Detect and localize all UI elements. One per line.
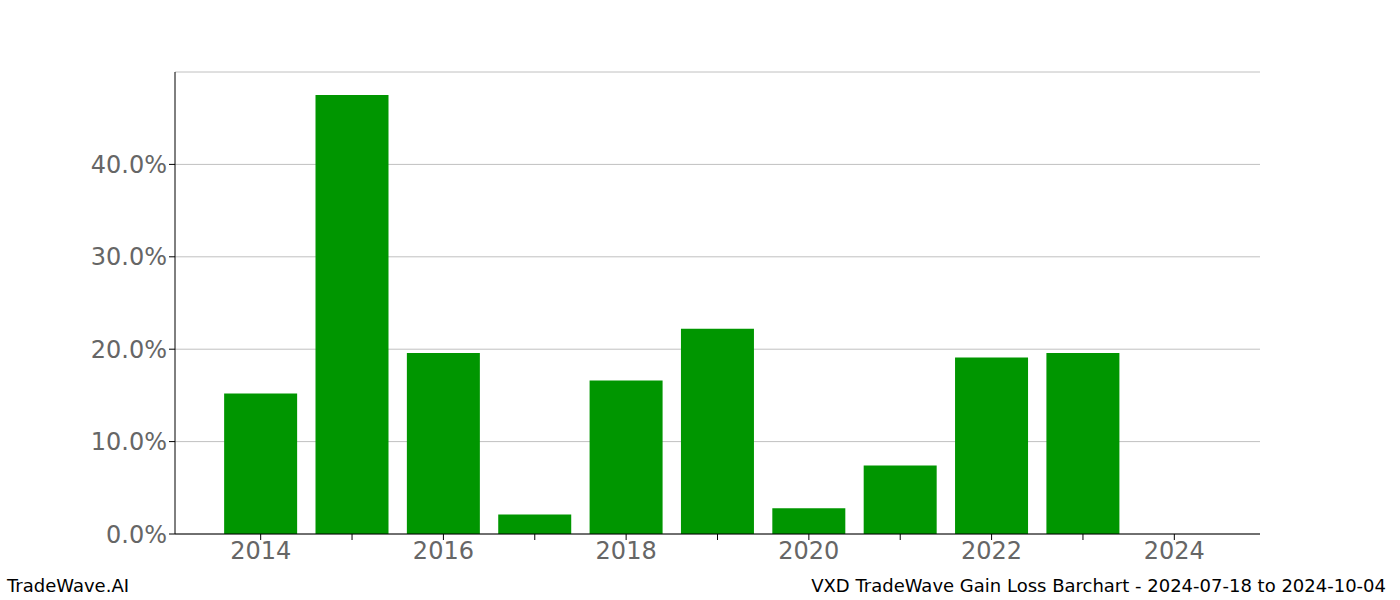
svg-text:2022: 2022 [961, 537, 1022, 565]
svg-text:40.0%: 40.0% [91, 151, 167, 179]
svg-text:20.0%: 20.0% [91, 336, 167, 364]
svg-text:2024: 2024 [1144, 537, 1205, 565]
svg-text:2014: 2014 [230, 537, 291, 565]
html-text:VXD TradeWave Gain Loss Barcha: VXD TradeWave Gain Loss Barchart - 2024-… [811, 575, 1386, 596]
html-text:TradeWave.AI: TradeWave.AI [7, 575, 129, 596]
svg-text:10.0%: 10.0% [91, 428, 167, 456]
svg-text:0.0%: 0.0% [106, 521, 167, 549]
svg-text:2018: 2018 [596, 537, 657, 565]
svg-text:30.0%: 30.0% [91, 243, 167, 271]
svg-text:2020: 2020 [778, 537, 839, 565]
svg-text:2016: 2016 [413, 537, 474, 565]
